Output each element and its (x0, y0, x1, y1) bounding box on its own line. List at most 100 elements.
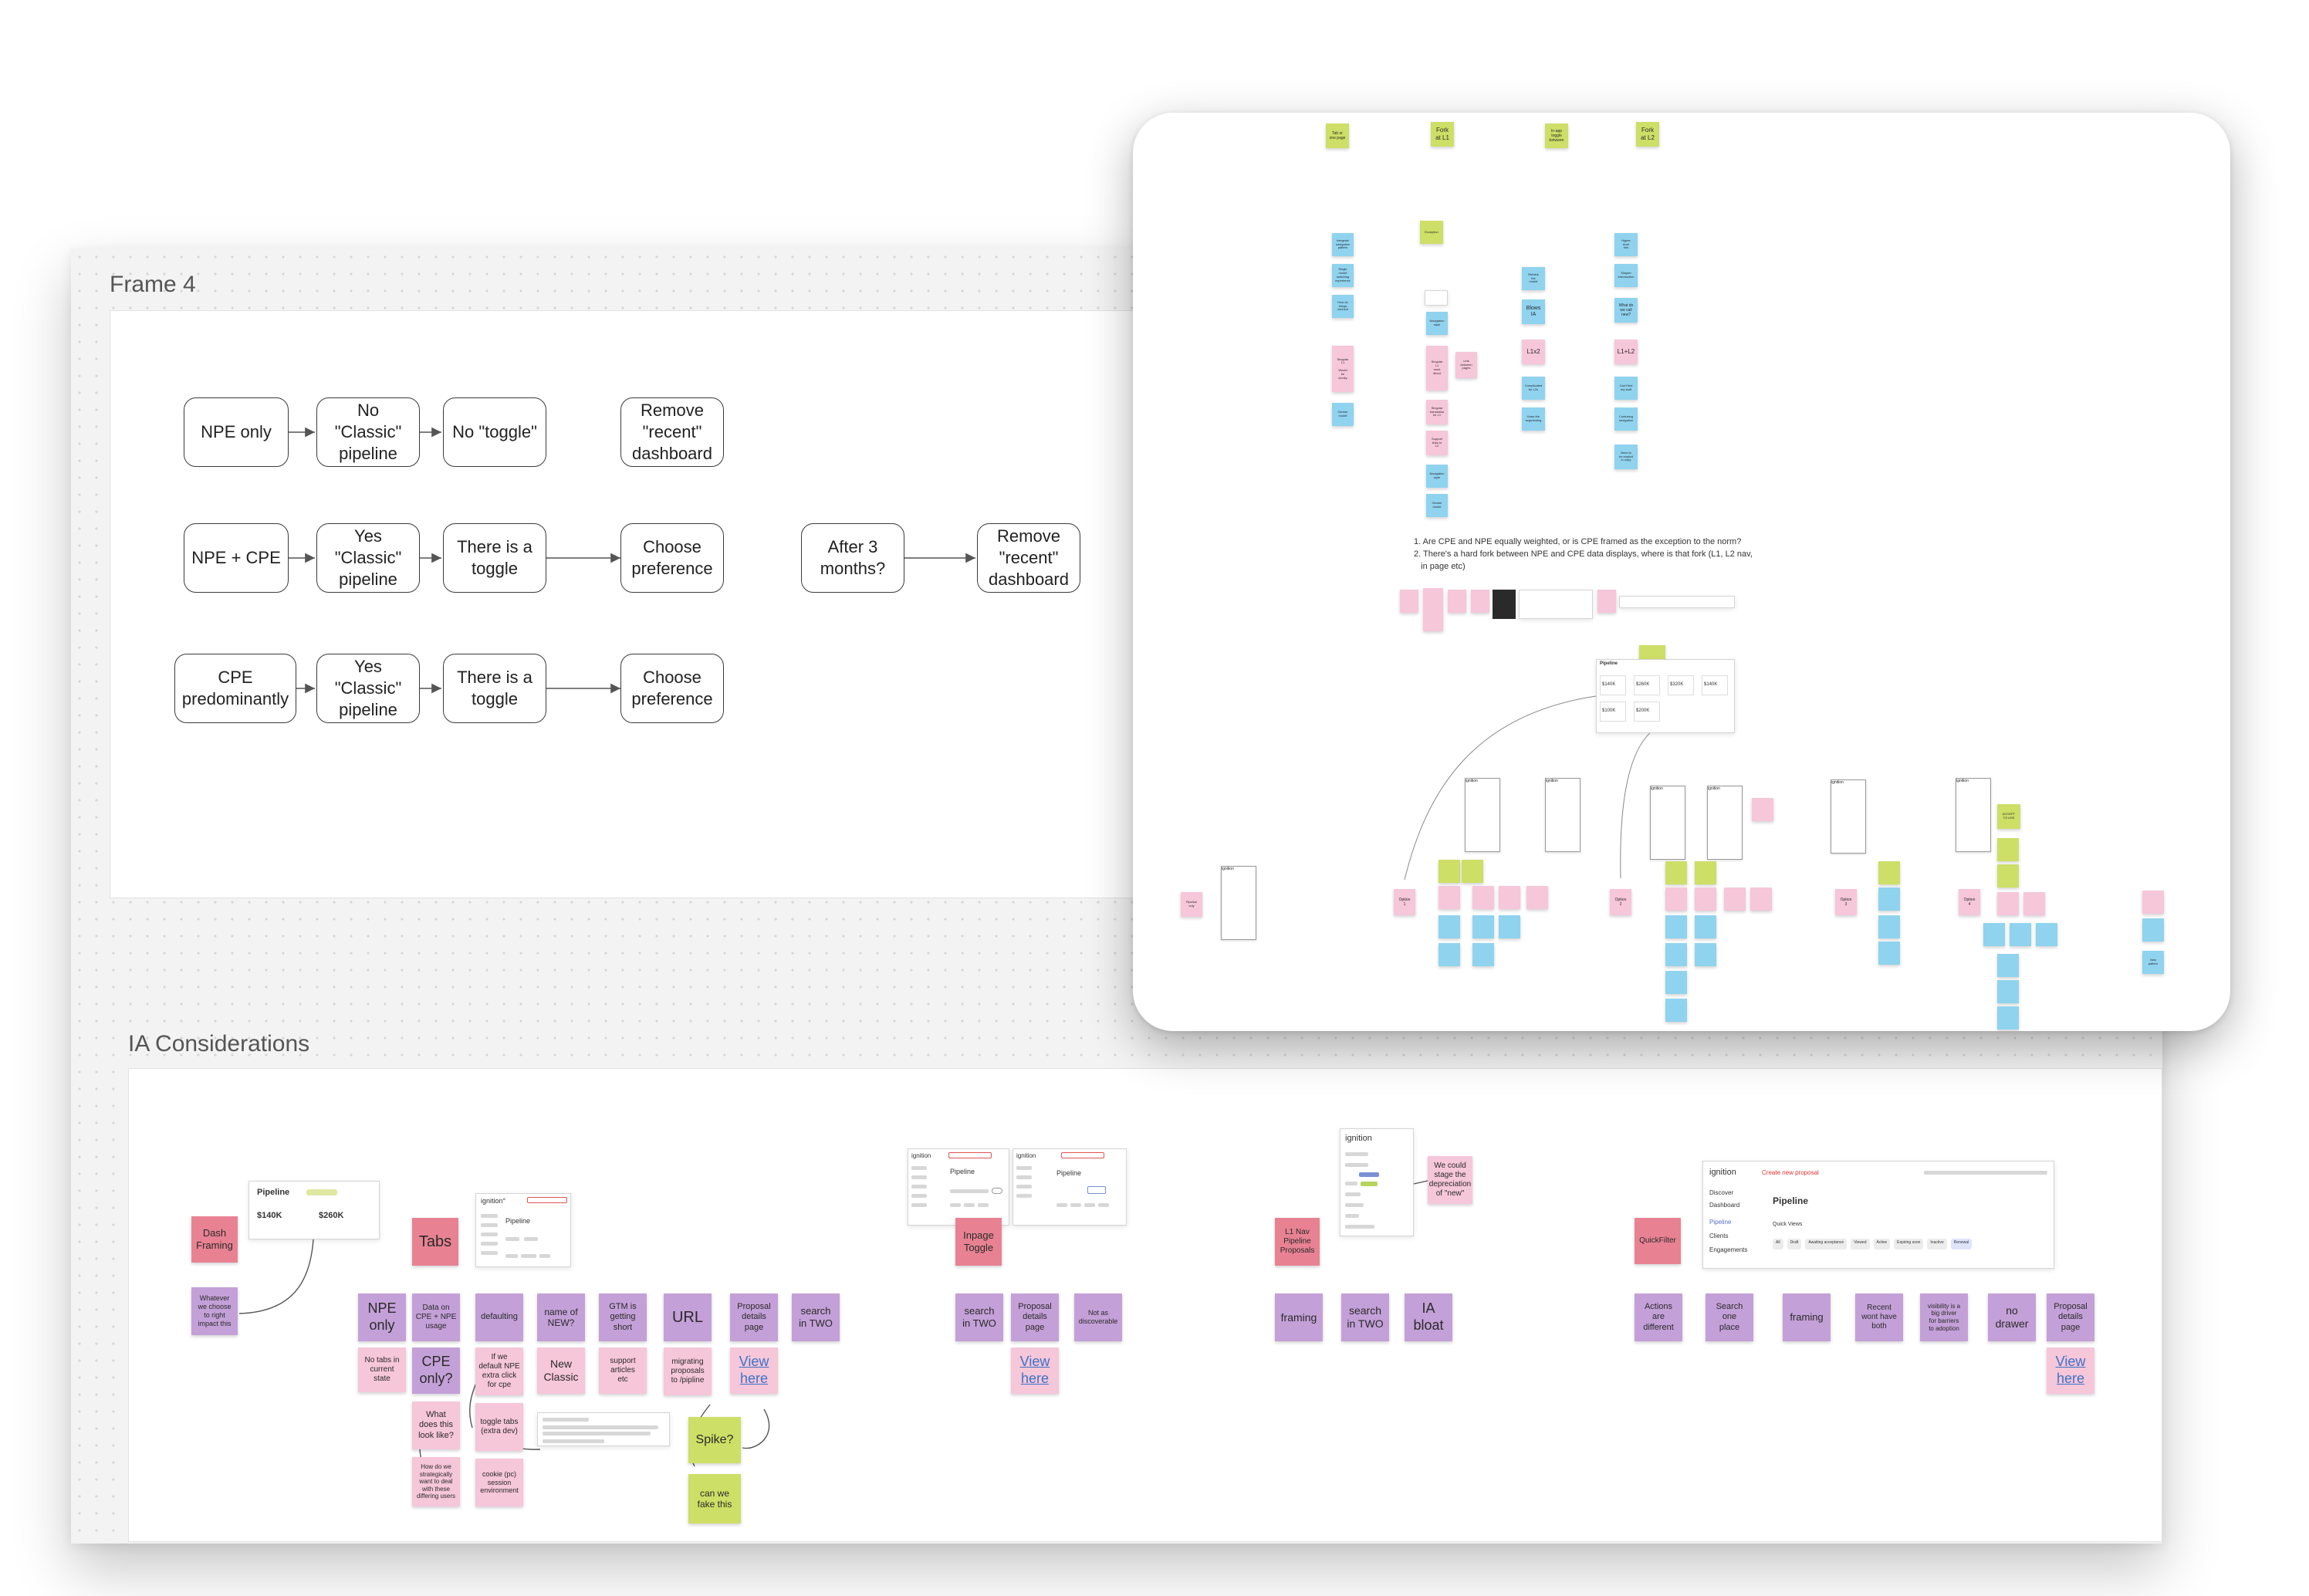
sticky-how-do-we-deal[interactable]: How do we strategically want to deal wit… (412, 1457, 460, 1506)
sticky-fork-at-l1[interactable]: Fork at L1 (1431, 122, 1454, 147)
panel-sticky-segmenting[interactable]: Keep the segmenting (1522, 407, 1545, 431)
panel-small-sticky[interactable] (1472, 886, 1494, 909)
panel-sticky-accept[interactable]: ACCEPT TO USE (1997, 804, 2020, 829)
quick-filter-chip[interactable]: Renewal (1950, 1239, 1973, 1249)
panel-small-sticky[interactable] (1997, 864, 2019, 888)
toggle-button[interactable] (1087, 1186, 1106, 1194)
sticky-can-we-fake-this[interactable]: can we fake this (688, 1474, 741, 1523)
panel-small-sticky[interactable] (1438, 886, 1460, 909)
quick-filter-chip[interactable]: Awaiting acceptance (1805, 1239, 1848, 1249)
node-there-is-a-toggle-2[interactable]: There is a toggle (443, 654, 546, 723)
sticky-actions-different[interactable]: Actions are different (1635, 1293, 1682, 1341)
panel-small-sticky[interactable] (2023, 892, 2045, 915)
node-npe-cpe[interactable]: NPE + CPE (184, 523, 289, 593)
nav-clients[interactable]: Clients (1709, 1233, 1729, 1239)
panel-small-sticky[interactable] (1997, 980, 2019, 1003)
sticky-recent-both[interactable]: Recent wont have both (1855, 1293, 1903, 1341)
panel-sticky-cant-find[interactable]: Can't find my stuff (1614, 377, 1638, 400)
panel-small-sticky[interactable] (1997, 892, 2019, 915)
view-here-link-3[interactable]: View here (2047, 1347, 2094, 1394)
sticky-quickfilter[interactable]: QuickFilter (1635, 1218, 1681, 1264)
panel-small-sticky[interactable] (1499, 886, 1520, 909)
sticky-stage-depreciation[interactable]: We could stage the depreciation of "new" (1428, 1156, 1472, 1204)
sticky-npe-only[interactable]: NPE only (358, 1293, 406, 1341)
sticky-what-does-this-look-like[interactable]: What does this look like? (412, 1402, 460, 1449)
panel-small-sticky[interactable] (1997, 1006, 2019, 1030)
sticky-l1-nav-pipeline-proposals[interactable]: L1 Nav Pipeline Proposals (1275, 1218, 1320, 1266)
sticky-search-one-place[interactable]: Search one place (1706, 1293, 1753, 1341)
quick-filter-chip[interactable]: Viewed (1851, 1239, 1870, 1249)
panel-sticky-option-3[interactable]: Option 3 (1835, 889, 1857, 915)
quick-filter-chip[interactable]: All (1773, 1239, 1783, 1249)
panel-small-sticky[interactable] (1750, 888, 1772, 911)
panel-small-sticky[interactable] (1878, 915, 1900, 938)
sticky-no-tabs[interactable]: No tabs in current state (358, 1347, 406, 1392)
nav-engagements[interactable]: Engagements (1709, 1246, 1748, 1253)
sticky-support-articles[interactable]: support articles etc (599, 1347, 647, 1394)
node-no-toggle[interactable]: No "toggle" (443, 397, 546, 467)
panel-sticky-exception[interactable]: Exception (1420, 221, 1443, 244)
sticky-whatever-we-choose[interactable]: Whatever we choose to right impact this (191, 1287, 238, 1335)
sticky-no-drawer[interactable]: no drawer (1988, 1293, 2036, 1341)
panel-small-sticky[interactable] (1472, 915, 1494, 938)
sticky-data-on-usage[interactable]: Data on CPE + NPE usage (412, 1293, 460, 1341)
panel-sticky-what-call-new[interactable]: What do we call new? (1614, 298, 1638, 323)
panel-small-sticky[interactable] (1438, 915, 1460, 938)
sticky-defaulting[interactable]: defaulting (475, 1293, 523, 1341)
panel-sticky-option-2[interactable]: Option 2 (1610, 889, 1631, 915)
panel-small-sticky[interactable] (1665, 888, 1687, 911)
sticky-framing[interactable]: framing (1275, 1293, 1323, 1341)
sticky-if-we-default[interactable]: If we default NPE extra click for cpe (475, 1347, 523, 1395)
node-no-classic-pipeline[interactable]: No "Classic" pipeline (316, 397, 420, 467)
panel-sticky-how-connect[interactable]: How do things connect (1332, 295, 1354, 318)
panel-sticky-singular-l1-direct[interactable]: Singular L1 most direct (1426, 346, 1448, 391)
panel-small-sticky[interactable] (1878, 861, 1900, 884)
panel-sticky-option-4[interactable]: Option 4 (1959, 889, 1980, 915)
panel-small-sticky[interactable] (1878, 888, 1900, 911)
sticky-proposal-details-3[interactable]: Proposal details page (2047, 1293, 2094, 1341)
panel-small-sticky[interactable] (1526, 886, 1548, 909)
sticky-proposal-details-2[interactable]: Proposal details page (1011, 1293, 1059, 1341)
sticky-new-classic[interactable]: New Classic (537, 1347, 585, 1394)
panel-sticky-rethink[interactable]: Rethink the model (1522, 267, 1545, 290)
sticky-visibility[interactable]: visibility is a big driver for barriers … (1920, 1293, 1968, 1341)
toggle-switch[interactable] (992, 1188, 1002, 1194)
sticky-inpage-toggle[interactable]: Inpage Toggle (955, 1218, 1002, 1266)
node-remove-recent-dashboard[interactable]: Remove "recent" dashboard (620, 397, 724, 467)
sticky-gtm-short[interactable]: GTM is getting short (599, 1293, 647, 1341)
sticky-cookie-session[interactable]: cookie (pc) session environment (475, 1459, 523, 1506)
node-yes-classic-pipeline[interactable]: Yes "Classic" pipeline (316, 523, 420, 593)
sticky-fork-at-l2[interactable]: Fork at L2 (1636, 122, 1659, 147)
quick-filter-chip[interactable]: Active (1873, 1239, 1891, 1249)
panel-sticky-confusing[interactable]: Confusing navigation (1614, 407, 1638, 431)
view-here-link-1[interactable]: View here (730, 1347, 778, 1394)
panel-sticky-option-1[interactable]: Option 1 (1394, 889, 1415, 915)
sticky-in-app-toggle[interactable]: In-app toggle between (1545, 123, 1568, 148)
node-yes-classic-pipeline-2[interactable]: Yes "Classic" pipeline (316, 654, 420, 723)
panel-small-sticky[interactable] (1462, 860, 1483, 883)
panel-small-sticky[interactable] (1997, 954, 2019, 977)
panel-small-sticky[interactable] (1665, 999, 1687, 1022)
sticky-framing-2[interactable]: framing (1783, 1293, 1831, 1341)
sticky-dash-framing[interactable]: Dash Framing (191, 1216, 238, 1263)
panel-small-sticky[interactable] (1724, 888, 1746, 911)
node-there-is-a-toggle[interactable]: There is a toggle (443, 523, 546, 593)
panel-sticky-support-links[interactable]: Support links to L2 (1426, 431, 1448, 455)
panel-small-sticky[interactable] (1997, 838, 2019, 861)
panel-sticky-higher-fork[interactable]: Higher level fork (1614, 233, 1638, 256)
node-remove-recent-dashboard-2[interactable]: Remove "recent" dashboard (977, 523, 1080, 593)
panel-small-sticky[interactable] (1878, 942, 1900, 965)
panel-sticky-integrate[interactable]: Integrate navigation pattern (1332, 233, 1354, 256)
panel-small-sticky[interactable] (1665, 915, 1687, 938)
panel-sticky-single-model[interactable]: Single model switching experience (1332, 264, 1354, 287)
panel-small-sticky[interactable] (2142, 891, 2164, 914)
panel-small-sticky[interactable] (1695, 943, 1716, 966)
panel-sticky-clearer-model[interactable]: Clearer model (1332, 403, 1354, 426)
sticky-ia-bloat[interactable]: IA bloat (1405, 1293, 1452, 1341)
sticky-cpe-only[interactable]: CPE only? (412, 1347, 460, 1394)
sticky-proposal-details[interactable]: Proposal details page (730, 1293, 778, 1341)
sticky-migrating-proposals[interactable]: migrating proposals to /pipline (664, 1347, 712, 1395)
sticky-search-in-two-2[interactable]: search in TWO (955, 1293, 1003, 1341)
panel-small-sticky[interactable] (1438, 943, 1460, 966)
node-choose-preference-2[interactable]: Choose preference (620, 654, 724, 723)
